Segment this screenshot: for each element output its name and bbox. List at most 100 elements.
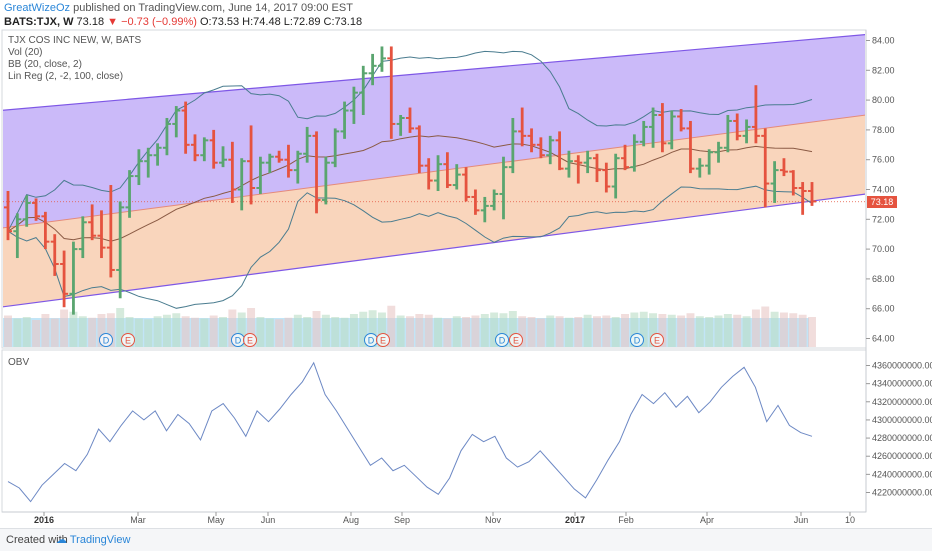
ohlc-bar (546, 135, 555, 165)
volume-bar (536, 318, 545, 347)
event-marker-label: D (103, 336, 110, 346)
ohlc-bar-range (632, 134, 636, 172)
volume-bar (256, 317, 265, 347)
tradingview-brand: TradingView (69, 534, 131, 546)
volume-bar (312, 311, 321, 347)
ohlc-bar-range (34, 198, 38, 221)
volume-bar (490, 312, 499, 347)
ohlc-bar-range (445, 152, 449, 189)
ohlc-bar (621, 144, 630, 171)
volume-bar (471, 315, 480, 347)
price-axis: 84.00 82.00 80.00 78.00 76.00 74.00 72.00 70.00… (866, 36, 895, 344)
ohlc-bar (611, 153, 620, 199)
ohlc-bar (770, 161, 779, 203)
volume-bar (228, 309, 237, 347)
ohlc-bar (677, 109, 686, 132)
volume-bar (480, 314, 489, 347)
ohlc-bar-range (436, 155, 440, 191)
volume-bar (574, 317, 583, 347)
author-link[interactable]: GreatWizeOz (4, 2, 71, 14)
volume-bar (443, 318, 452, 347)
volume-bar (125, 317, 134, 347)
channel-mid-line (3, 114, 865, 229)
ohlc-bar (733, 113, 742, 141)
earnings-marker: E (376, 333, 390, 347)
ohlc-bar-range (679, 109, 683, 132)
time-axis-label: Feb (618, 515, 634, 525)
ohlc-high: H:74.48 (242, 16, 281, 28)
time-axis-label: Nov (485, 515, 502, 525)
volume-bar (518, 316, 527, 347)
volume-bar (751, 309, 760, 347)
price-axis-label: 68.00 (872, 274, 895, 284)
price-change: ▼ −0.73 (−0.99%) (107, 16, 197, 28)
volume-bar (191, 317, 199, 347)
ohlc-bar (41, 211, 50, 250)
ohlc-bar-range (324, 156, 328, 205)
ohlc-bar-range (474, 189, 477, 215)
earnings-marker: E (243, 333, 257, 347)
volume-bar (714, 315, 723, 347)
volume-bar (200, 318, 209, 347)
volume-bar (219, 317, 227, 347)
volume-bar (22, 317, 31, 347)
ohlc-bar (349, 86, 358, 124)
ohlc-bar (592, 153, 601, 183)
volume-bar (32, 320, 41, 347)
ohlc-bar-range (72, 241, 75, 315)
ohlc-bar-range (661, 103, 664, 153)
ohlc-bar-range (773, 161, 777, 203)
time-axis-label: Apr (700, 515, 714, 525)
event-marker-label: D (235, 336, 242, 346)
ohlc-bar-range (352, 86, 356, 124)
last-price-tag-text: 73.18 (871, 197, 894, 207)
obv-series-line (7, 361, 813, 503)
volume-bar (303, 317, 312, 347)
volume-bar (555, 316, 564, 347)
ohlc-bar-range (707, 149, 711, 175)
volume-bar (69, 311, 78, 347)
volume-bar (546, 315, 555, 347)
ohlc-bar (452, 164, 461, 190)
volume-bar (78, 316, 87, 347)
ohlc-bar (144, 147, 153, 178)
price-axis-label: 80.00 (872, 95, 895, 105)
volume-bar (639, 311, 648, 347)
volume-bar (387, 305, 396, 347)
ohlc-bar-range (296, 150, 300, 184)
ohlc-bar-range (202, 137, 206, 162)
event-marker-circle (495, 333, 509, 347)
ohlc-bar-range (530, 128, 533, 153)
tradingview-logo[interactable]: ☁ TradingView (56, 533, 130, 546)
ohlc-bar-range (735, 113, 739, 141)
volume-bar (321, 314, 330, 347)
event-marker-label: E (380, 336, 386, 346)
ohlc-bar (583, 150, 592, 174)
volume-bar (293, 314, 302, 347)
volume-bar (144, 319, 153, 347)
ohlc-bar-range (118, 201, 122, 299)
volume-bar (106, 313, 115, 347)
volume-bar (621, 314, 629, 347)
event-marker-label: D (368, 336, 375, 346)
ohlc-bar (153, 143, 162, 166)
ohlc-bar (508, 117, 517, 174)
price-bars (4, 46, 816, 315)
volume-bar (723, 314, 732, 347)
regression-channel (3, 34, 865, 308)
ohlc-bar (387, 46, 396, 139)
event-marker-circle (243, 333, 257, 347)
ohlc-bar (649, 107, 658, 148)
volume-bar (434, 317, 443, 347)
price-axis-label: 64.00 (872, 334, 895, 344)
ohlc-bar-range (408, 107, 412, 133)
volume-bar (667, 314, 676, 347)
obv-axis-label: 4340000000.0000 (872, 379, 932, 389)
volume-bar (798, 314, 807, 347)
ohlc-bar-range (399, 115, 403, 136)
ohlc-bar (574, 155, 583, 184)
ohlc-bar (162, 117, 171, 156)
ohlc-bar (312, 131, 321, 214)
bb-lower-line (7, 185, 813, 309)
